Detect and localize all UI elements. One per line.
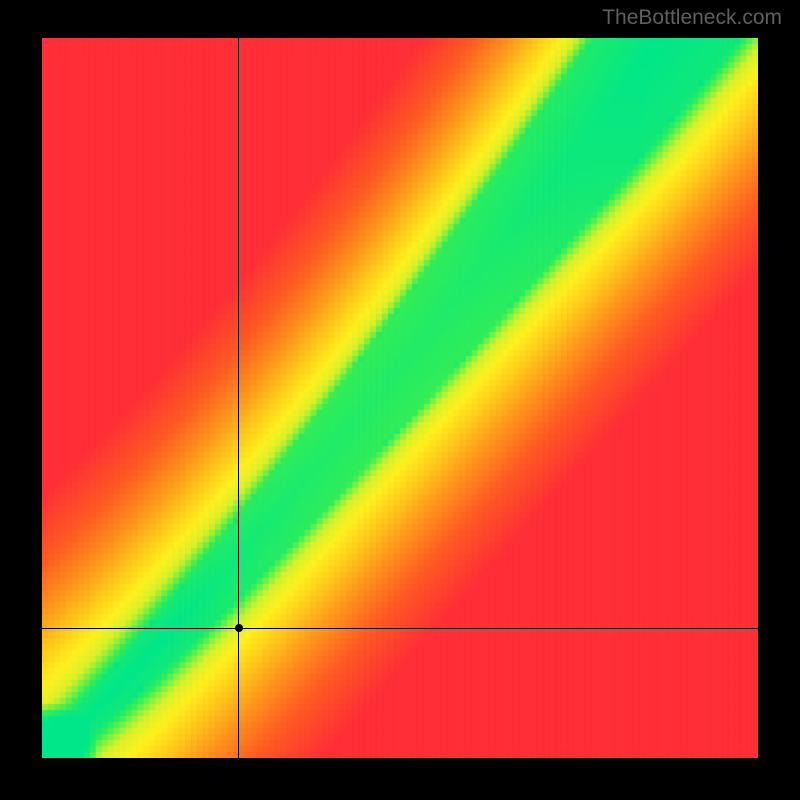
chart-container: TheBottleneck.com	[0, 0, 800, 800]
crosshair-vertical	[238, 38, 239, 758]
watermark-text: TheBottleneck.com	[602, 6, 782, 30]
crosshair-horizontal	[42, 628, 758, 629]
plot-area	[42, 38, 758, 758]
heatmap-canvas	[42, 38, 758, 758]
marker-dot	[235, 624, 243, 632]
